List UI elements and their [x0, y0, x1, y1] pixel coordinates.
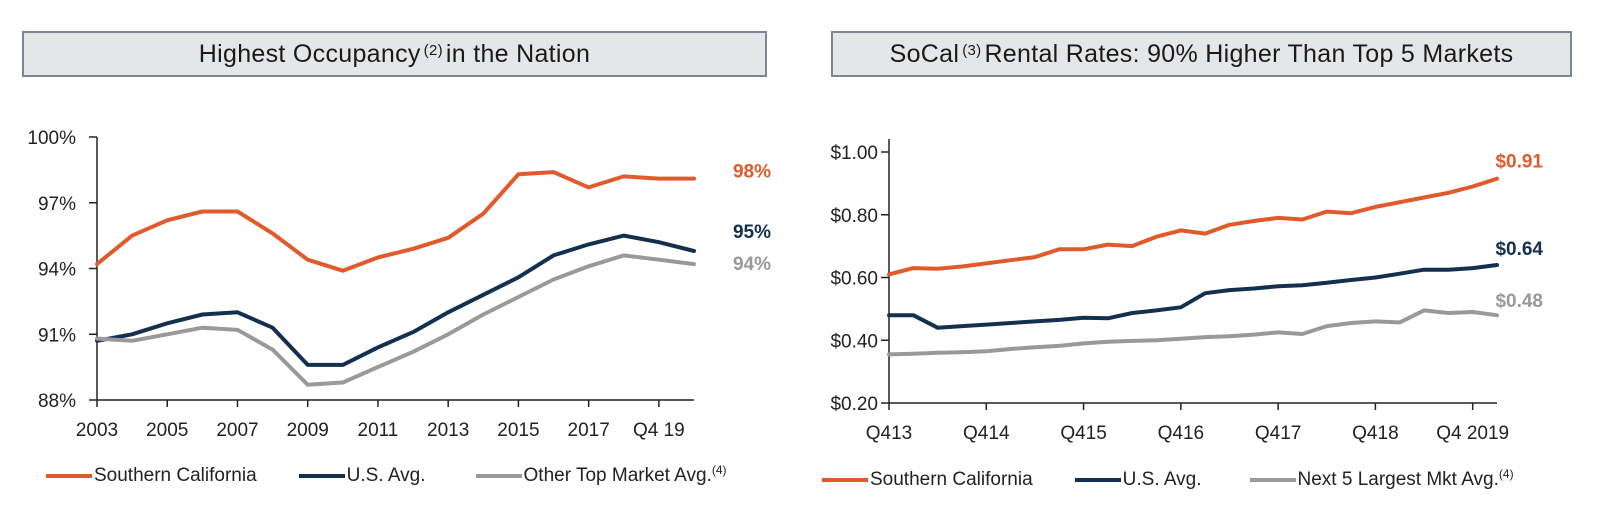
x-tick-label: Q416 [1158, 423, 1204, 444]
x-tick-label: 2005 [146, 420, 188, 441]
y-tick-label: 91% [38, 325, 76, 346]
y-tick-label: 100% [27, 128, 76, 149]
end-label-u-s-avg: $0.64 [1495, 239, 1543, 260]
rental-line-chart: $0.20 $0.40 $0.60 $0.80 $1.00 Q413 Q414 Q415 Q41… [830, 139, 1543, 444]
series-line-u-s-avg [887, 263, 1499, 330]
end-label-southern-california: 98% [733, 162, 771, 183]
rental-title-note: 3 [962, 42, 981, 59]
x-tick-label: 2007 [216, 420, 258, 441]
series-line-other-top-market-avg [95, 253, 696, 387]
x-tick-label: Q414 [963, 423, 1010, 444]
legend-label: U.S. Avg. [1122, 469, 1202, 490]
y-tick-label: $1.00 [830, 143, 878, 164]
series-line-next-5-largest-mkt-avg [887, 308, 1499, 357]
x-tick-label: 2017 [568, 420, 610, 441]
legend-label: U.S. Avg. [346, 465, 426, 486]
legend-item-us-avg: U.S. Avg. [1074, 469, 1202, 491]
x-tick-label: Q417 [1255, 423, 1301, 444]
occupancy-title-suffix: in the Nation [445, 39, 591, 68]
series-line-u-s-avg [95, 233, 696, 367]
rental-title-main: SoCal [889, 39, 960, 68]
rental-title-suffix: Rental Rates: 90% Higher Than Top 5 Mark… [984, 39, 1514, 68]
end-label-next-5-largest-mkt-avg: $0.48 [1495, 291, 1543, 312]
legend-swatch [46, 474, 92, 478]
rental-panel: SoCal 3 Rental Rates: 90% Higher Than To… [800, 0, 1580, 523]
legend-item-other-top-market: Other Top Market Avg. 4 [475, 463, 727, 487]
end-label-southern-california: $0.91 [1495, 152, 1543, 173]
legend-swatch [298, 474, 345, 478]
legend-label: Southern California [870, 469, 1033, 490]
x-tick-label: 2003 [76, 420, 118, 441]
legend-note: 4 [1499, 467, 1514, 481]
legend-item-southern-california: Southern California [822, 469, 1033, 491]
x-tick-label: 2015 [497, 420, 539, 441]
occupancy-title-main: Highest Occupancy [198, 39, 421, 68]
occupancy-legend: Southern California U.S. Avg. Other Top … [46, 463, 741, 487]
y-tick-label: $0.40 [830, 331, 878, 352]
y-tick-label: 88% [38, 391, 76, 412]
rental-legend: Southern California U.S. Avg. Next 5 Lar… [822, 467, 1528, 491]
legend-note: 4 [712, 463, 727, 477]
occupancy-line-chart: 88% 91% 94% 97% 100% 2003 2005 2007 2009 2011 2013… [27, 128, 771, 441]
legend-swatch [475, 474, 522, 478]
legend-item-us-avg: U.S. Avg. [298, 465, 426, 487]
x-tick-label: Q4 2019 [1436, 423, 1509, 444]
end-label-u-s-avg: 95% [733, 222, 771, 243]
legend-label: Southern California [94, 465, 257, 486]
occupancy-panel: Highest Occupancy 2 in the Nation 88% 91%… [0, 0, 780, 523]
legend-swatch [822, 478, 868, 482]
y-tick-label: $0.80 [830, 206, 878, 227]
rental-title: SoCal 3 Rental Rates: 90% Higher Than To… [831, 31, 1572, 77]
legend-swatch [1249, 478, 1296, 482]
legend-item-next-5-largest: Next 5 Largest Mkt Avg. 4 [1249, 467, 1514, 491]
y-tick-label: 94% [38, 260, 76, 281]
legend-label: Other Top Market Avg. [523, 465, 712, 486]
x-tick-label: 2013 [427, 420, 469, 441]
occupancy-title: Highest Occupancy 2 in the Nation [22, 31, 767, 77]
y-tick-label: $0.60 [830, 269, 878, 290]
legend-item-southern-california: Southern California [46, 465, 257, 487]
series-line-southern-california [95, 170, 696, 273]
x-tick-label: 2011 [358, 420, 399, 441]
y-tick-label: 97% [38, 194, 76, 215]
x-tick-label: Q415 [1060, 423, 1106, 444]
x-tick-label: Q4 19 [633, 420, 685, 441]
series-line-southern-california [887, 176, 1499, 277]
legend-label: Next 5 Largest Mkt Avg. [1297, 469, 1499, 490]
x-tick-label: Q418 [1352, 423, 1398, 444]
x-tick-label: Q413 [866, 423, 912, 444]
occupancy-title-note: 2 [424, 42, 443, 59]
legend-swatch [1074, 478, 1121, 482]
end-label-other-top-market-avg: 94% [733, 254, 771, 275]
x-tick-label: 2009 [287, 420, 329, 441]
y-tick-label: $0.20 [830, 394, 878, 415]
